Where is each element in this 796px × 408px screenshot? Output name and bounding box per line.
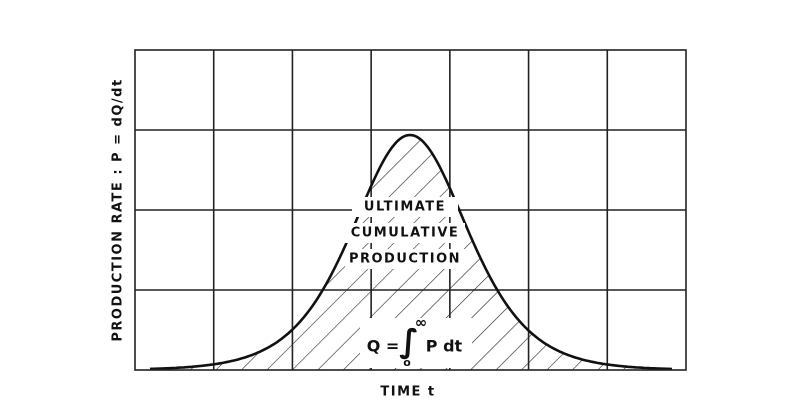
formula-background — [360, 318, 472, 368]
plot-frame — [134, 49, 687, 371]
area-label: CUMULATIVE — [351, 226, 460, 241]
integral-sign: ∫ — [399, 322, 419, 360]
y-axis-label: PRODUCTION RATE : P = dQ/dt — [111, 78, 126, 341]
formula-lhs: Q = — [367, 337, 400, 356]
area-label: ULTIMATE — [364, 200, 446, 215]
area-label: PRODUCTION — [349, 252, 461, 267]
label-background — [345, 223, 465, 243]
label-background — [345, 249, 465, 269]
integrand: P dt — [426, 337, 463, 356]
x-axis-label: TIME t — [380, 385, 435, 400]
lower-limit: o — [403, 356, 411, 369]
production-curve — [149, 133, 673, 371]
upper-limit: ∞ — [415, 314, 428, 332]
label-background — [352, 197, 458, 217]
